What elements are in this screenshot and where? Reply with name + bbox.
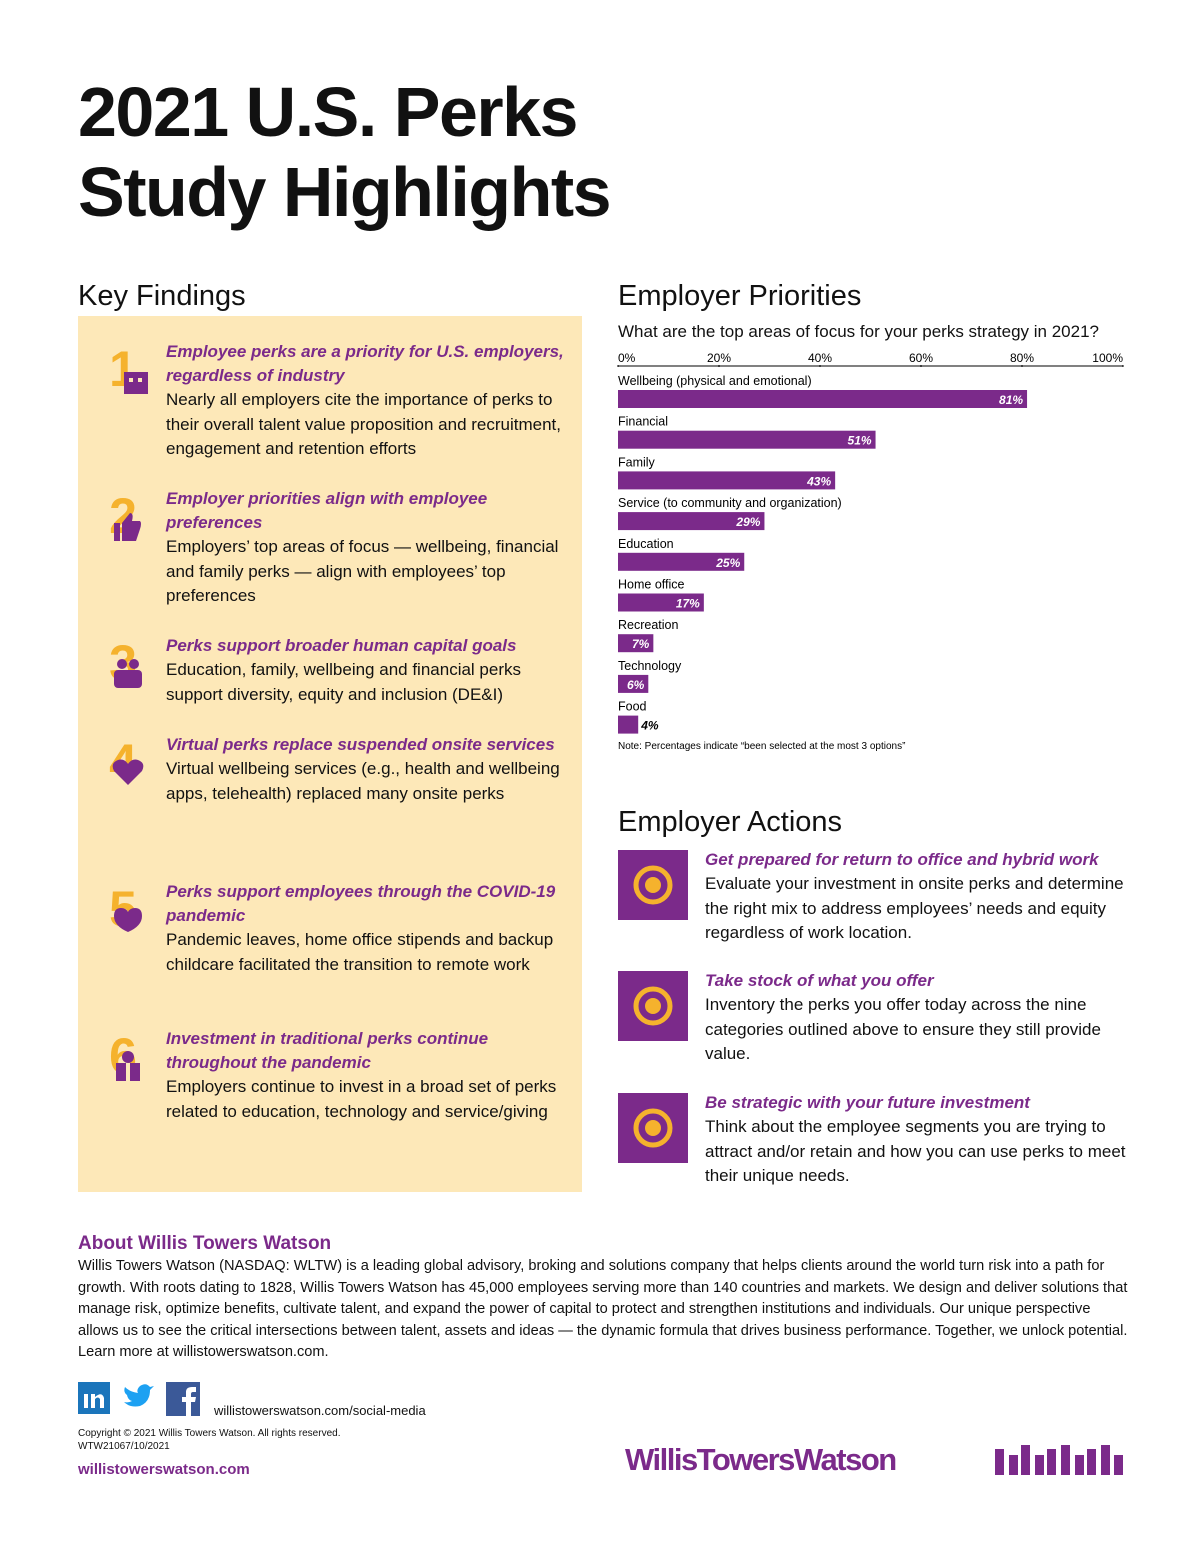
category-label: Family: [618, 455, 656, 469]
bar: [618, 674, 649, 693]
icon-part: [95, 1394, 104, 1408]
finding-heading: Employer priorities align with employee …: [166, 489, 488, 532]
logo-bars: [995, 1445, 1123, 1475]
value-label: 29%: [735, 515, 760, 529]
action-body: Think about the employee segments you ar…: [705, 1117, 1126, 1185]
website[interactable]: willistowerswatson.com: [78, 1461, 250, 1478]
category-label: Recreation: [618, 618, 678, 632]
finding-heading: Perks support employees through the COVI…: [166, 882, 556, 925]
title-line: 2021 U.S. Perks: [78, 73, 578, 151]
action-heading: Be strategic with your future investment: [705, 1093, 1030, 1112]
finding-icon: [124, 372, 148, 394]
action-icon: [618, 850, 688, 920]
action-glyph: [633, 1108, 673, 1148]
finding-heading: Investment in traditional perks continue…: [166, 1029, 489, 1072]
value-label: 17%: [676, 597, 700, 611]
category-label: Technology: [618, 659, 682, 673]
section-title: Employer Actions: [618, 806, 843, 838]
section-title: Key Findings: [78, 280, 246, 312]
finding-body: Virtual wellbeing services (e.g., health…: [166, 759, 560, 803]
action-text: Take stock of what you offer Inventory th…: [705, 969, 1135, 1067]
action-text: Be strategic with your future investment…: [705, 1091, 1135, 1189]
logo-mark: [995, 1445, 1123, 1475]
action-icon: [618, 971, 688, 1041]
action-heading: Take stock of what you offer: [705, 971, 934, 990]
finding-body: Employers’ top areas of focus — wellbein…: [166, 537, 559, 605]
finding-text: Employee perks are a priority for U.S. e…: [166, 340, 566, 462]
action-body: Inventory the perks you offer today acro…: [705, 995, 1101, 1063]
finding-icon: [114, 908, 142, 932]
finding-text: Perks support broader human capital goal…: [166, 634, 566, 707]
finding-heading: Employee perks are a priority for U.S. e…: [166, 342, 564, 385]
x-tick-label: 80%: [1010, 351, 1034, 365]
chart-note: Note: Percentages indicate “been selecte…: [618, 741, 905, 752]
category-label: Education: [618, 537, 674, 551]
icon-part: [84, 1394, 88, 1408]
x-tick-label: 20%: [707, 351, 731, 365]
action-icon: [618, 1093, 688, 1163]
category-label: Service (to community and organization): [618, 496, 842, 510]
chart-title: What are the top areas of focus for your…: [618, 322, 1099, 341]
bar: [618, 634, 654, 653]
bar: [618, 390, 1028, 408]
finding-text: Investment in traditional perks continue…: [166, 1027, 566, 1124]
social-url[interactable]: willistowerswatson.com/social-media: [214, 1403, 426, 1418]
bar: [618, 552, 745, 571]
finding-icon: [114, 513, 141, 541]
icon-part: [91, 1394, 95, 1408]
about-title: About Willis Towers Watson: [78, 1233, 332, 1254]
finding-body: Pandemic leaves, home office stipends an…: [166, 930, 554, 974]
value-label: 4%: [640, 719, 659, 733]
section-title: Employer Priorities: [618, 280, 862, 312]
finding-text: Virtual perks replace suspended onsite s…: [166, 733, 566, 806]
category-label: Food: [618, 700, 647, 714]
twitter-icon[interactable]: [124, 1384, 154, 1407]
bar: [618, 715, 639, 734]
finding-text: Perks support employees through the COVI…: [166, 880, 566, 977]
value-label: 81%: [999, 393, 1023, 407]
bar: [618, 512, 765, 531]
category-label: Wellbeing (physical and emotional): [618, 374, 812, 388]
value-label: 25%: [715, 556, 740, 570]
category-label: Financial: [618, 415, 668, 429]
finding-body: Education, family, wellbeing and financi…: [166, 660, 521, 704]
x-tick-label: 60%: [909, 351, 933, 365]
value-label: 7%: [632, 637, 650, 651]
category-label: Home office: [618, 578, 685, 592]
social-icons: [78, 1382, 200, 1416]
finding-heading: Virtual perks replace suspended onsite s…: [166, 735, 555, 754]
action-glyph: [633, 865, 673, 905]
title: 2021 U.S. Perks Study Highlights: [78, 72, 612, 232]
x-tick-label: 100%: [1092, 351, 1123, 365]
x-tick-label: 40%: [808, 351, 832, 365]
value-label: 51%: [848, 434, 872, 448]
title-line: Study Highlights: [78, 153, 612, 231]
chart: 0% 20% 40% 60% 80% 100% Wellbeing (physical an…: [617, 351, 1124, 752]
finding-body: Employers continue to invest in a broad …: [166, 1077, 557, 1121]
action-text: Get prepared for return to office and hy…: [705, 848, 1135, 946]
action-glyph: [633, 986, 673, 1026]
bar: [618, 430, 876, 449]
finding-icon: [114, 659, 142, 688]
action-heading: Get prepared for return to office and hy…: [705, 850, 1099, 869]
finding-icon: [112, 759, 144, 785]
x-tick-label: 0%: [618, 351, 636, 365]
logo: WillisTowersWatson: [625, 1442, 897, 1477]
finding-icon: [116, 1051, 140, 1081]
finding-heading: Perks support broader human capital goal…: [166, 636, 517, 655]
finding-text: Employer priorities align with employee …: [166, 487, 566, 609]
findings-box: [78, 316, 582, 1192]
value-label: 6%: [627, 678, 645, 692]
icon-part: [182, 1387, 196, 1416]
bar: [618, 593, 704, 612]
finding-body: Nearly all employers cite the importance…: [166, 390, 561, 458]
bar: [618, 471, 836, 490]
document-code: WTW21067/10/2021: [78, 1441, 170, 1452]
copyright: Copyright © 2021 Willis Towers Watson. A…: [78, 1428, 341, 1439]
action-body: Evaluate your investment in onsite perks…: [705, 874, 1124, 942]
value-label: 43%: [806, 474, 831, 488]
about-body: Willis Towers Watson (NASDAQ: WLTW) is a…: [78, 1258, 1128, 1360]
